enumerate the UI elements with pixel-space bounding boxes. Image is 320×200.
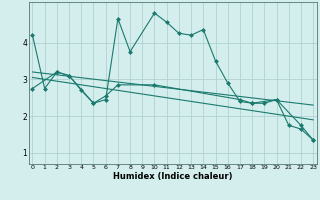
X-axis label: Humidex (Indice chaleur): Humidex (Indice chaleur)	[113, 172, 233, 181]
